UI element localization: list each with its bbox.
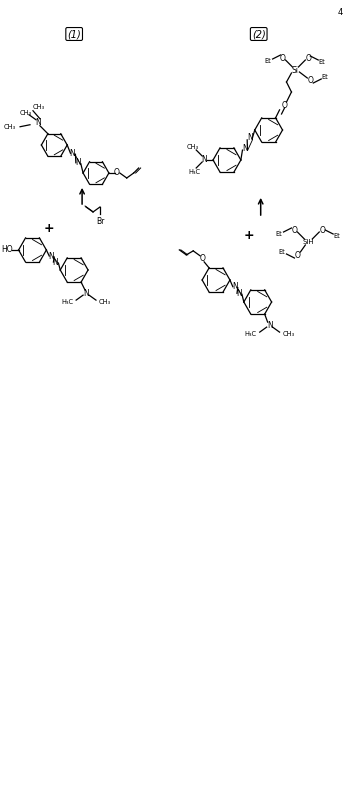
Text: N: N [83,288,89,298]
Text: Et: Et [278,249,285,255]
Text: +: + [44,221,55,235]
Text: Et: Et [322,74,329,80]
Text: N: N [236,289,242,298]
Text: N: N [75,158,81,167]
Text: N: N [243,144,248,152]
Text: H₃C: H₃C [188,169,200,175]
Text: O: O [307,76,313,85]
Text: O: O [319,225,325,235]
Text: N: N [35,118,41,127]
Text: O: O [199,254,205,263]
Text: SiH: SiH [302,239,314,245]
Text: N: N [70,149,75,158]
Text: N: N [201,155,207,164]
Text: CH₃: CH₃ [99,299,111,305]
Text: N: N [267,321,273,329]
Text: +: + [244,228,254,242]
Text: O: O [281,100,287,110]
Text: N: N [52,258,58,266]
Text: Si: Si [292,66,299,74]
Text: (2): (2) [252,29,266,39]
Text: CH₃: CH₃ [186,144,198,150]
Text: N: N [48,251,54,261]
Text: Et: Et [264,58,271,64]
Text: CH₃: CH₃ [282,331,295,337]
Text: N: N [232,282,238,292]
Text: N: N [247,134,253,142]
Text: O: O [306,54,311,62]
Text: Et: Et [275,231,282,237]
Text: Br: Br [96,217,104,226]
Text: CH₃: CH₃ [33,103,45,110]
Text: O: O [114,167,120,176]
Text: HO: HO [1,244,13,254]
Text: O: O [294,250,300,259]
Text: H₃C: H₃C [61,299,73,305]
Text: CH₃: CH₃ [4,124,16,130]
Text: CH₃: CH₃ [20,110,32,116]
Text: O: O [292,225,298,235]
Text: H₃C: H₃C [245,331,257,337]
Text: (1): (1) [67,29,81,39]
Text: Et: Et [334,233,341,239]
Text: O: O [280,54,286,62]
Text: Et: Et [319,59,326,65]
Text: 4: 4 [337,7,343,17]
